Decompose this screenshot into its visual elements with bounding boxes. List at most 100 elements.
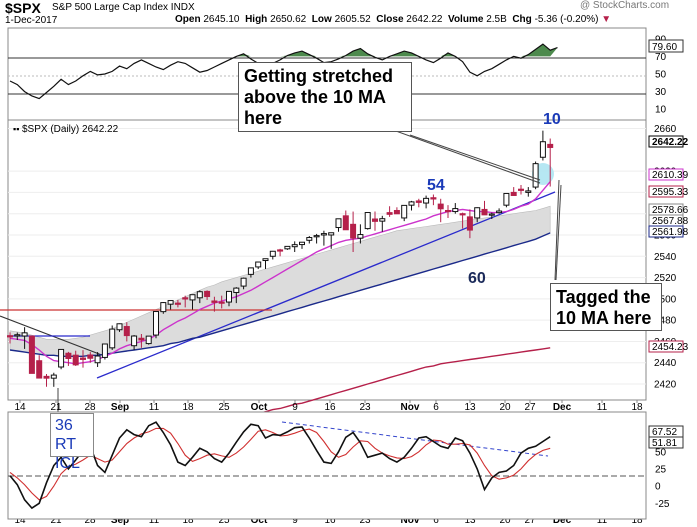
date-tick-label: 27 [524, 402, 536, 413]
date-tick-label: 18 [631, 515, 643, 526]
candle-body [240, 277, 247, 287]
candle-body [342, 215, 349, 231]
date-tick-label: 20 [499, 515, 511, 526]
price-tick-label: 2420 [654, 380, 677, 391]
candle-body [423, 197, 430, 204]
quote-date: 1-Dec-2017 [5, 15, 58, 26]
candle-body [364, 212, 371, 230]
candle-body [386, 212, 393, 215]
candle-body [459, 213, 466, 216]
date-tick-label: 18 [182, 402, 194, 413]
candle-body [532, 163, 539, 188]
stochastic-value-label-1: 67.52 [652, 427, 677, 438]
candle-body [50, 374, 57, 379]
low-label: Low [311, 14, 332, 25]
candle-body [109, 328, 116, 349]
close-value: 2642.22 [406, 14, 443, 25]
date-tick-label: 25 [218, 402, 230, 413]
candle-body [233, 287, 240, 293]
candle-body [299, 241, 305, 246]
exchange-label: INDX [170, 2, 195, 13]
price-panel-title-icon: ▪▪ [13, 124, 19, 134]
date-tick-label: 14 [14, 402, 26, 413]
price-value-label: 2595.33 [652, 187, 689, 198]
candle-body [247, 267, 254, 275]
stockcharts-watermark: @ StockCharts.com [580, 0, 670, 11]
rsi-last-value-label: 79.60 [652, 42, 677, 53]
stochastic-tick-label: 50 [655, 447, 667, 458]
low-value: 2605.52 [334, 14, 371, 25]
date-tick-label: Oct [251, 402, 268, 413]
date-tick-label: 28 [84, 402, 96, 413]
rsi-line [9, 43, 558, 100]
high-value: 2650.62 [270, 14, 307, 25]
rsi-tick-label: 70 [655, 52, 667, 63]
candle-body [262, 258, 269, 262]
date-tick-label: 6 [433, 515, 439, 526]
chg-label: Chg [512, 14, 532, 25]
candle-body [182, 297, 189, 300]
open-label: Open [175, 14, 201, 25]
candle-body [481, 208, 488, 216]
date-tick-label: 20 [499, 402, 511, 413]
candle-body [94, 355, 101, 364]
symbol-title: $SPX [5, 0, 41, 16]
annotation-60: 60 [468, 270, 486, 287]
stochastic-value-label-2: 51.81 [652, 438, 677, 449]
date-tick-label: 21 [50, 402, 62, 413]
candle-body [80, 357, 86, 360]
candle-body [313, 235, 320, 238]
candle-body [474, 207, 481, 219]
candle-body [269, 250, 276, 257]
price-tick-label: 2520 [654, 273, 677, 284]
candle-body [167, 300, 174, 305]
date-tick-label: 11 [149, 515, 160, 526]
note-pointer-tagged-1 [554, 179, 560, 281]
date-tick-label: 13 [464, 515, 476, 526]
date-tick-label: 13 [464, 402, 476, 413]
price-panel: 2660262026002580256025402520250024802460… [0, 111, 689, 452]
note-pointer-stretched-1 [381, 125, 541, 184]
date-tick-label: 23 [359, 515, 371, 526]
candle-body [393, 209, 400, 215]
stochastic-tick-label: 0 [655, 482, 661, 493]
date-tick-label: Oct [251, 515, 268, 526]
price-tick-label: 2480 [654, 316, 677, 327]
date-tick-label: Dec [553, 402, 572, 413]
stochastic-panel-frame [7, 411, 647, 520]
candle-body [145, 335, 152, 345]
price-value-label: 2610.39 [652, 170, 689, 181]
volume-label: Volume [448, 14, 484, 25]
date-tick-label: Sep [111, 515, 129, 526]
date-tick-label: 11 [149, 402, 160, 413]
stochastic-value-box-2 [648, 436, 684, 449]
candle-body [277, 249, 284, 252]
candle-body [372, 218, 378, 222]
candlesticks [7, 130, 554, 387]
candle-body [138, 337, 145, 341]
candle-body [189, 294, 196, 301]
note-tagged-text: Tagged the 10 MA here [556, 287, 652, 328]
price-value-box [648, 225, 684, 238]
note-icl-text: 36 RT ICL [55, 417, 80, 472]
date-tick-label: 21 [50, 515, 62, 526]
volume-value: 2.5B [486, 14, 507, 25]
candle-body [218, 301, 225, 304]
uptrend-line [96, 191, 556, 379]
date-tick-label: 11 [597, 402, 608, 413]
date-tick-label: 9 [292, 515, 298, 526]
candle-body [116, 323, 123, 331]
candle-body [204, 290, 211, 298]
candle-body [510, 191, 517, 196]
price-value-box [648, 340, 684, 353]
candle-body [503, 192, 510, 206]
candle-body [357, 234, 364, 239]
symbol: $SPX [5, 0, 41, 16]
candle-body [58, 348, 65, 368]
candle-body [496, 210, 503, 214]
candle-body [547, 143, 554, 148]
price-value-box [648, 168, 684, 181]
candle-body [28, 335, 35, 374]
note-tagged: Tagged the 10 MA here [550, 283, 662, 331]
candle-body [415, 200, 422, 203]
